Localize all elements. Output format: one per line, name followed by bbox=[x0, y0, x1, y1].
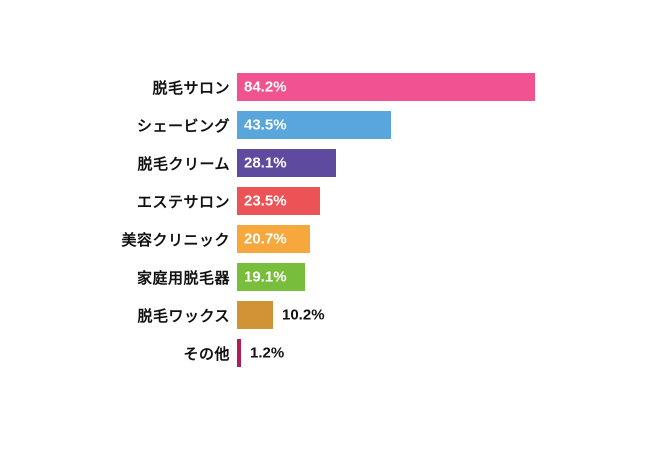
bar-value-label: 1.2% bbox=[250, 344, 285, 362]
bar-track: 20.7% bbox=[237, 225, 650, 253]
bar-value-label: 20.7% bbox=[244, 230, 287, 248]
bar-row: 家庭用脱毛器 19.1% bbox=[0, 258, 650, 296]
bar-label: 脱毛ワックス bbox=[137, 307, 230, 325]
bar-row: その他 1.2% bbox=[0, 334, 650, 372]
bar-label: 家庭用脱毛器 bbox=[136, 269, 230, 287]
bar bbox=[237, 339, 241, 367]
bar bbox=[237, 187, 320, 215]
bar-label: 脱毛サロン bbox=[152, 79, 230, 97]
bar bbox=[237, 263, 305, 291]
bar-label: エステサロン bbox=[136, 193, 230, 211]
bar-row: エステサロン 23.5% bbox=[0, 182, 650, 220]
bar-label: 美容クリニック bbox=[121, 231, 230, 249]
bar-chart-rows: 脱毛サロン 84.2% シェービング 43.5% 脱毛クリーム 28.1% エステサロン 23… bbox=[0, 68, 650, 372]
bar-track: 1.2% bbox=[237, 339, 650, 367]
bar-value-label: 28.1% bbox=[244, 154, 287, 172]
bar-label: その他 bbox=[183, 345, 230, 363]
bar-track: 23.5% bbox=[237, 187, 650, 215]
bar-row: シェービング 43.5% bbox=[0, 106, 650, 144]
bar-value-label: 43.5% bbox=[244, 116, 287, 134]
bar-track: 10.2% bbox=[237, 301, 650, 329]
bar-label: 脱毛クリーム bbox=[137, 155, 230, 173]
bar-track: 84.2% bbox=[237, 73, 650, 101]
bar-track: 43.5% bbox=[237, 111, 650, 139]
bar-row: 脱毛ワックス 10.2% bbox=[0, 296, 650, 334]
bar-label: シェービング bbox=[136, 117, 230, 135]
bar bbox=[237, 301, 273, 329]
bar-row: 脱毛サロン 84.2% bbox=[0, 68, 650, 106]
bar-value-label: 23.5% bbox=[244, 192, 287, 210]
bar bbox=[237, 73, 535, 101]
bar-value-label: 10.2% bbox=[282, 306, 325, 324]
bar bbox=[237, 149, 336, 177]
bar-value-label: 19.1% bbox=[244, 268, 287, 286]
bar-value-label: 84.2% bbox=[244, 78, 287, 96]
bar-row: 脱毛クリーム 28.1% bbox=[0, 144, 650, 182]
bar bbox=[237, 225, 310, 253]
bar-track: 28.1% bbox=[237, 149, 650, 177]
bar-track: 19.1% bbox=[237, 263, 650, 291]
bar bbox=[237, 111, 391, 139]
bar-row: 美容クリニック 20.7% bbox=[0, 220, 650, 258]
